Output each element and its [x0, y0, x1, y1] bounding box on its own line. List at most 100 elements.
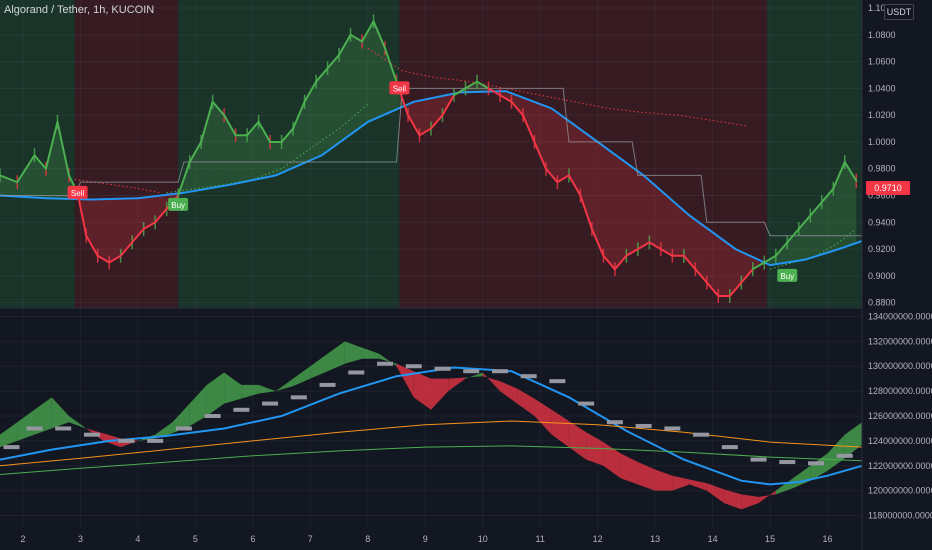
osc-cloud-segment: [724, 489, 742, 510]
price-cloud-segment: [316, 68, 328, 158]
osc-tick-label: 124000000.0000: [868, 436, 932, 446]
osc-cloud-segment: [517, 388, 535, 417]
price-line-segment: [625, 248, 639, 257]
price-line-segment: [786, 227, 800, 244]
osc-step-mark: [693, 432, 710, 437]
osc-cloud-segment: [844, 422, 862, 459]
price-cloud-segment: [212, 101, 225, 188]
price-line-segment: [384, 47, 398, 83]
price-line-segment: [613, 254, 628, 271]
osc-step-mark: [750, 457, 767, 462]
osc-step-mark: [3, 445, 20, 450]
osc-cloud-segment: [465, 372, 483, 379]
price-cloud-segment: [143, 196, 156, 229]
price-line-segment: [751, 261, 766, 271]
osc-cloud-segment: [293, 366, 311, 387]
price-line-segment: [441, 94, 455, 117]
osc-step-mark: [377, 361, 394, 366]
osc-cloud-segment: [586, 432, 604, 466]
price-line-segment: [452, 87, 467, 97]
osc-step-mark: [348, 370, 365, 375]
price-line-segment: [648, 241, 662, 251]
price-cloud-segment: [189, 141, 202, 192]
quote-currency-button[interactable]: USDT: [884, 4, 914, 20]
price-cloud-segment: [17, 155, 35, 198]
signal-tag-buy[interactable]: Buy: [777, 268, 798, 282]
time-tick-label: 15: [765, 534, 775, 544]
price-line-segment: [372, 20, 387, 50]
osc-cloud-segment: [655, 469, 673, 491]
osc-tick-label: 118000000.0000: [868, 511, 932, 521]
price-cloud-segment: [431, 95, 443, 129]
signal-tag-box: [777, 268, 798, 282]
price-cloud-segment: [109, 198, 121, 263]
price-line-segment: [602, 254, 616, 271]
symbol-title[interactable]: Algorand / Tether, 1h, KUCOIN: [4, 4, 155, 16]
price-series: [0, 14, 858, 303]
price-tick-label: 1.0200: [868, 110, 896, 120]
osc-step-mark: [118, 438, 135, 443]
price-line-segment: [705, 281, 720, 297]
osc-cloud-segment: [741, 494, 759, 510]
oscillator-y-axis: 118000000.0000 120000000.0000 122000000.00…: [868, 311, 932, 520]
osc-cloud-segment: [672, 475, 690, 491]
price-line-segment: [809, 201, 823, 217]
price-line-segment: [280, 127, 295, 143]
price-line-segment: [659, 248, 674, 257]
price-line-segment: [315, 67, 329, 83]
price-line-segment: [475, 80, 490, 90]
price-line-segment: [843, 161, 858, 182]
price-cloud-segment: [534, 101, 546, 169]
time-tick-label: 6: [250, 534, 255, 544]
osc-cloud-segment: [706, 483, 725, 504]
time-tick-label: 5: [193, 534, 198, 544]
price-line-segment: [56, 120, 70, 177]
trend-zone-3: [399, 0, 768, 308]
osc-cloud-segment: [310, 353, 328, 379]
price-line-segment: [407, 114, 421, 137]
price-line-segment: [487, 87, 501, 97]
price-cloud-segment: [545, 106, 558, 183]
price-tick-label: 0.9200: [868, 244, 896, 254]
price-line-segment: [349, 33, 364, 43]
osc-step-mark: [83, 432, 100, 437]
price-line-segment: [76, 191, 88, 237]
osc-cloud-segment: [689, 479, 707, 491]
price-line-segment: [556, 174, 570, 184]
price-line-segment: [44, 120, 59, 170]
price-line-segment: [797, 214, 812, 230]
price-signal-tags: Sell Buy Sell Buy: [67, 81, 798, 282]
price-cloud-segment: [45, 121, 58, 199]
price-cloud-segment: [120, 198, 133, 256]
osc-cloud-segment: [344, 341, 363, 364]
osc-step-mark: [721, 445, 738, 450]
price-line-segment: [579, 194, 593, 230]
price-line-segment: [292, 100, 306, 130]
signal-tag-buy[interactable]: Buy: [168, 197, 189, 211]
osc-step-mark: [520, 374, 537, 379]
price-line-segment: [200, 100, 214, 143]
osc-step-mark: [463, 369, 480, 374]
last-price-label: 0.9710: [866, 181, 910, 195]
price-tick-label: 1.0400: [868, 83, 896, 93]
price-cloud-segment: [419, 98, 431, 136]
osc-cloud-segment: [482, 372, 500, 392]
osc-step-mark: [26, 426, 43, 431]
osc-tick-label: 122000000.0000: [868, 461, 932, 471]
signal-tag-sell[interactable]: Sell: [67, 185, 88, 199]
price-cloud-segment: [362, 21, 374, 127]
osc-tick-label: 132000000.0000: [868, 336, 932, 346]
signal-tag-label: Sell: [71, 189, 85, 198]
price-tick-label: 0.9800: [868, 164, 896, 174]
osc-step-mark: [204, 414, 221, 419]
osc-step-mark: [578, 401, 595, 406]
osc-step-mark: [262, 401, 279, 406]
price-line-segment: [96, 254, 111, 264]
osc-cloud-segment: [448, 377, 466, 392]
signal-tag-sell[interactable]: Sell: [389, 81, 410, 95]
osc-step-mark: [319, 382, 336, 387]
price-line-segment: [223, 114, 237, 137]
price-line-segment: [303, 80, 318, 103]
signal-tag-label: Sell: [393, 84, 407, 93]
